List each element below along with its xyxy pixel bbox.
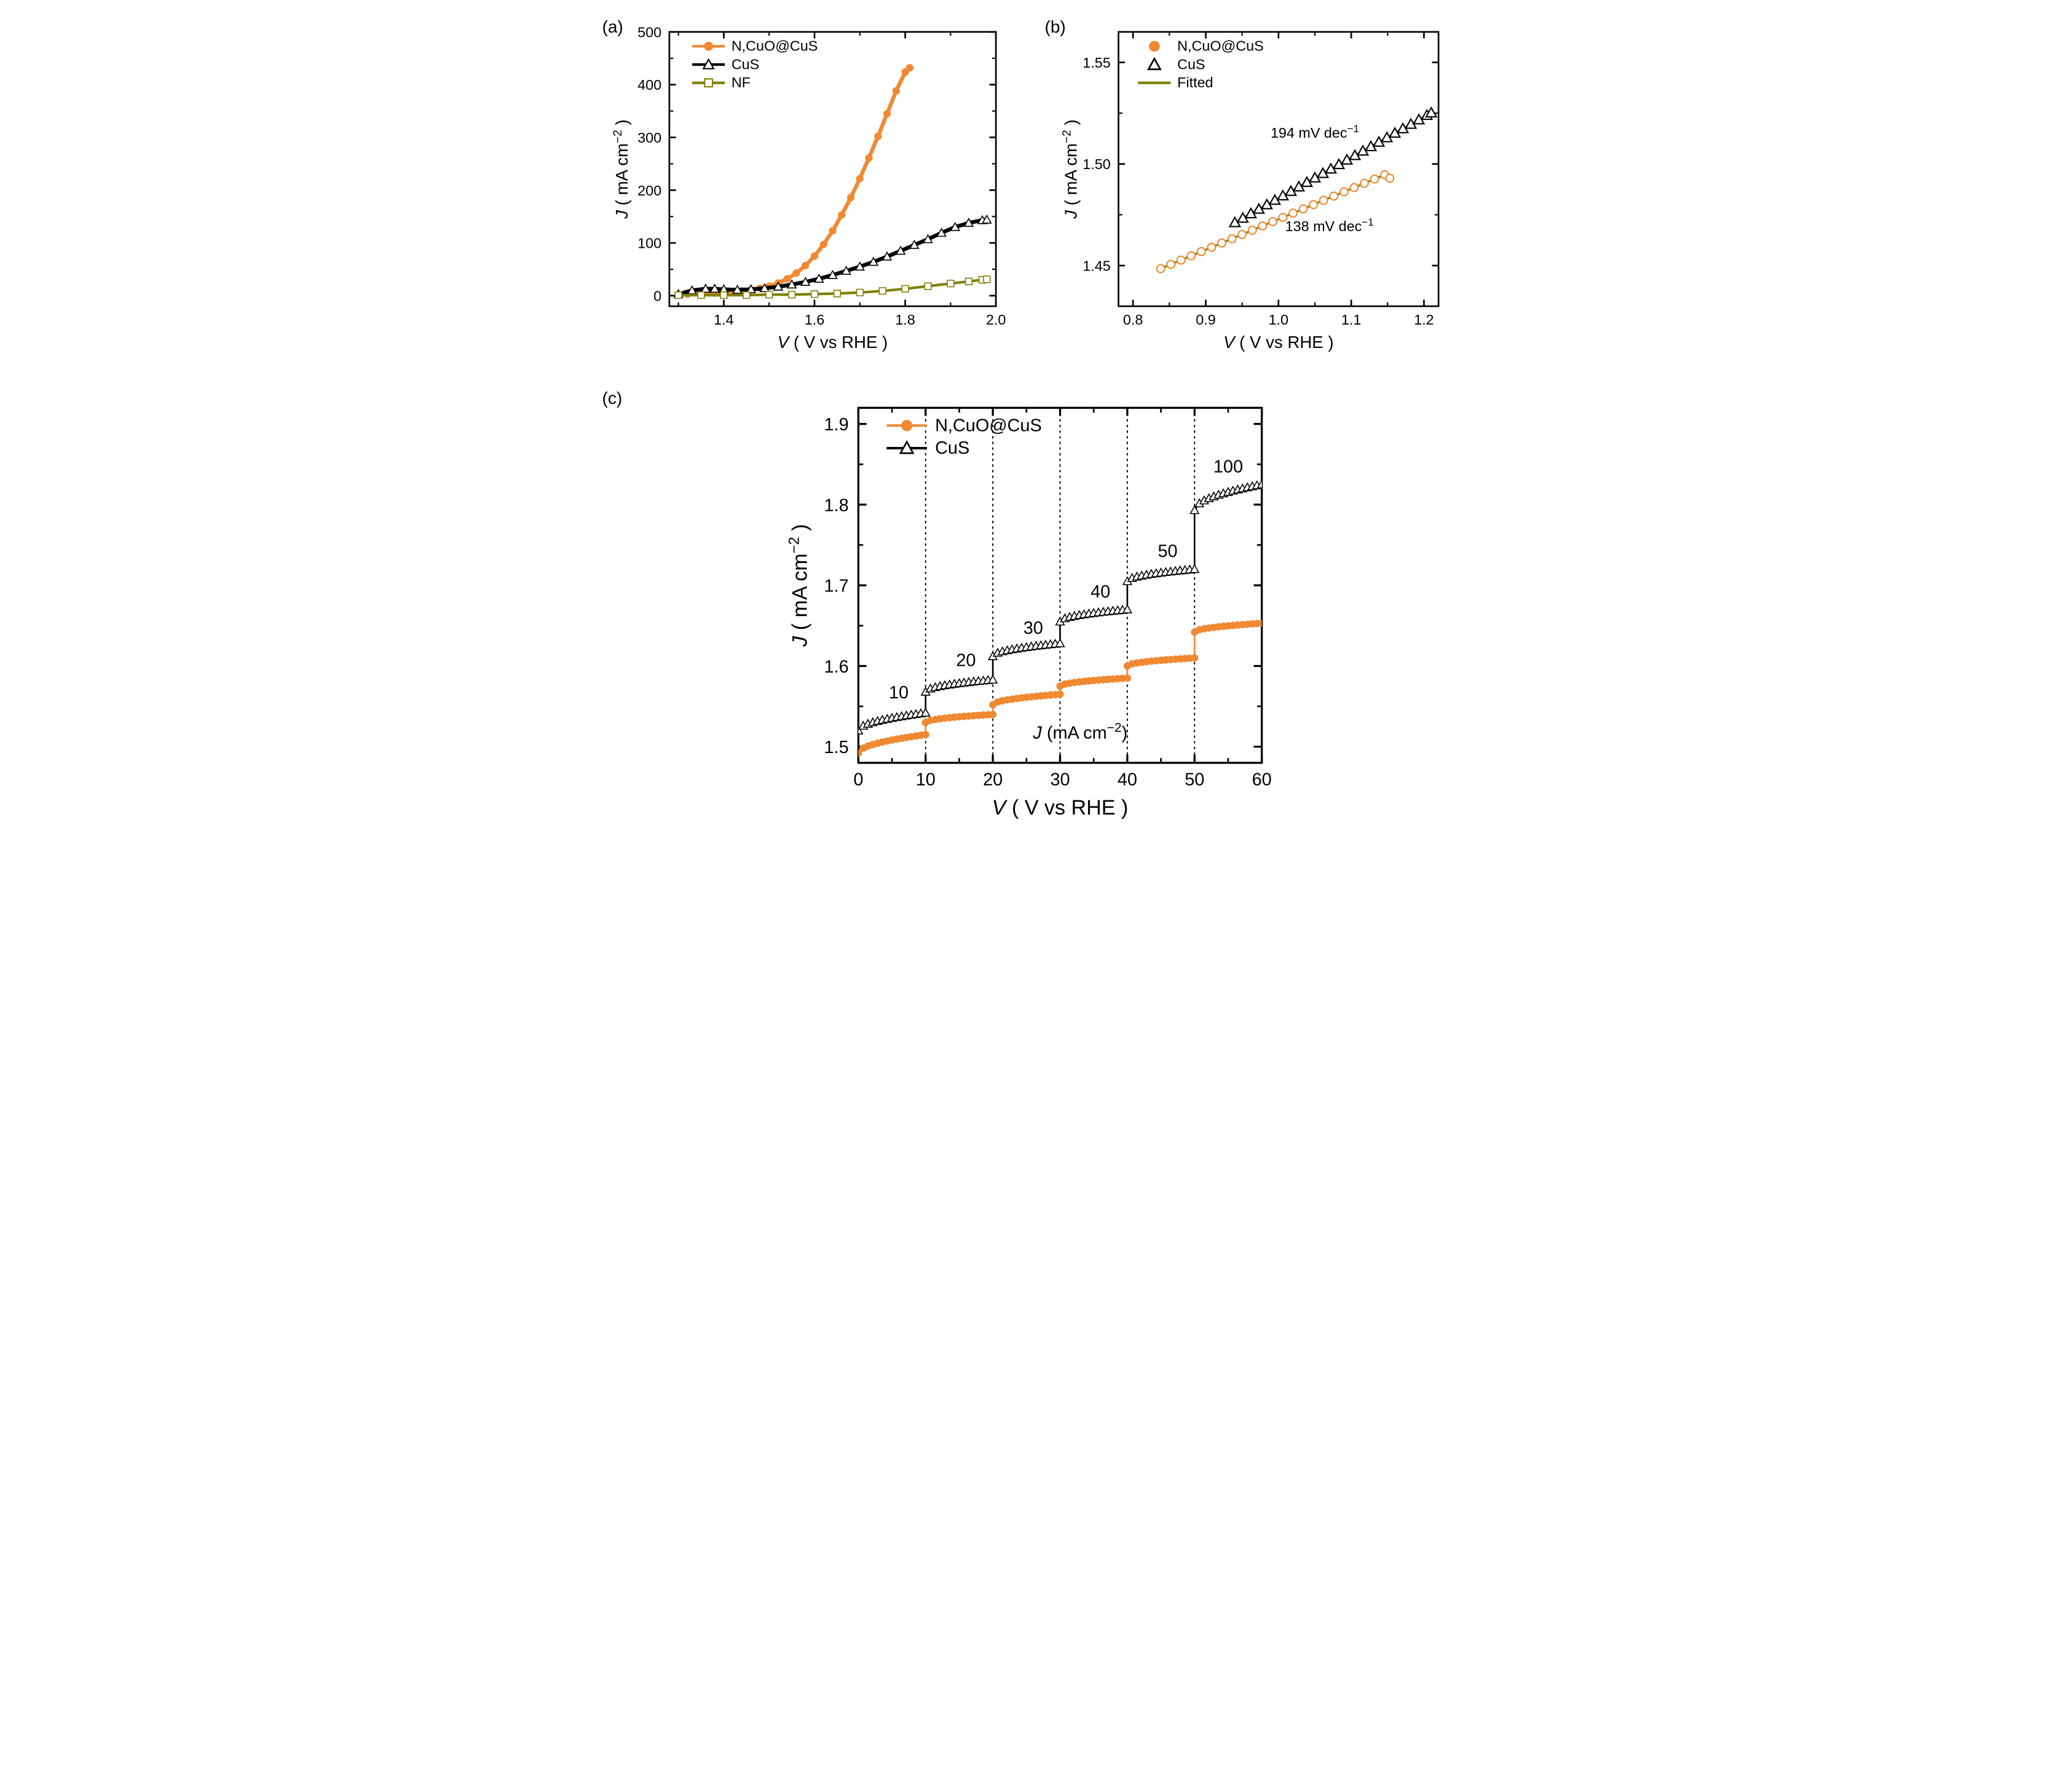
svg-text:1.2: 1.2 [1414, 312, 1434, 328]
svg-text:J (mA cm−2): J (mA cm−2) [1032, 720, 1127, 743]
svg-text:J ( mA cm−2 ): J ( mA cm−2 ) [786, 524, 811, 647]
svg-text:400: 400 [637, 77, 661, 93]
svg-text:1.45: 1.45 [1083, 258, 1110, 274]
svg-text:50: 50 [1158, 542, 1177, 561]
svg-text:500: 500 [637, 24, 661, 40]
panel-c: (c) 0 10 20 30 40 50 60 1.5 1.6 1.7 1.8 1.9 V ( V vs… [598, 384, 1458, 835]
panel-a-label: (a) [602, 17, 623, 37]
svg-text:1.5: 1.5 [824, 738, 848, 757]
svg-text:2.0: 2.0 [985, 312, 1005, 328]
svg-text:1.1: 1.1 [1341, 312, 1360, 328]
figure-grid: (a) 1.41.61.82.00100200300400500V ( V vs… [598, 12, 1458, 835]
svg-text:1.9: 1.9 [824, 415, 848, 435]
svg-text:30: 30 [1050, 770, 1070, 789]
svg-text:0.9: 0.9 [1196, 312, 1215, 328]
svg-text:0.8: 0.8 [1122, 312, 1142, 328]
svg-text:Fitted: Fitted [1177, 74, 1213, 90]
svg-text:20: 20 [956, 650, 976, 670]
svg-text:V ( V vs RHE ): V ( V vs RHE ) [992, 796, 1128, 819]
svg-text:1.7: 1.7 [824, 576, 848, 596]
svg-text:10: 10 [915, 770, 935, 789]
panel-b-label: (b) [1045, 17, 1066, 37]
svg-text:20: 20 [983, 770, 1003, 789]
chart-c: 0 10 20 30 40 50 60 1.5 1.6 1.7 1.8 1.9 V ( V vs RHE… [770, 384, 1286, 835]
svg-text:40: 40 [1117, 770, 1137, 789]
svg-text:0: 0 [853, 770, 863, 789]
svg-text:NF: NF [731, 74, 750, 90]
svg-text:N,CuO@CuS: N,CuO@CuS [731, 38, 818, 54]
svg-text:1.4: 1.4 [714, 312, 733, 328]
svg-text:1.8: 1.8 [824, 495, 848, 515]
svg-text:1.0: 1.0 [1268, 312, 1288, 328]
svg-text:40: 40 [1091, 582, 1110, 602]
svg-text:0: 0 [653, 288, 661, 304]
svg-text:50: 50 [1185, 770, 1204, 789]
svg-text:1.55: 1.55 [1083, 55, 1110, 71]
svg-text:CuS: CuS [935, 438, 969, 458]
svg-text:200: 200 [637, 183, 661, 199]
chart-a: 1.4 1.6 1.8 2.0 0 100 200 300 400 500 V ( V vs RHE… [598, 12, 1016, 365]
svg-text:1.8: 1.8 [895, 312, 915, 328]
svg-text:N,CuO@CuS: N,CuO@CuS [1177, 38, 1264, 54]
svg-text:J ( mA cm−2 ): J ( mA cm−2 ) [1060, 119, 1081, 219]
svg-text:V ( V vs RHE ): V ( V vs RHE ) [1223, 333, 1333, 352]
svg-text:N,CuO@CuS: N,CuO@CuS [935, 416, 1042, 435]
svg-text:CuS: CuS [1177, 56, 1205, 72]
svg-text:1.6: 1.6 [804, 312, 824, 328]
svg-text:60: 60 [1252, 770, 1271, 789]
svg-text:194 mV dec−1: 194 mV dec−1 [1270, 122, 1359, 141]
panel-c-label: (c) [602, 389, 623, 408]
svg-text:J ( mA cm−2 ): J ( mA cm−2 ) [611, 119, 631, 219]
svg-text:1.6: 1.6 [824, 657, 848, 677]
svg-text:1.50: 1.50 [1083, 156, 1110, 172]
svg-text:138 mV dec−1: 138 mV dec−1 [1285, 216, 1373, 234]
svg-text:100: 100 [1213, 457, 1242, 476]
svg-text:CuS: CuS [731, 56, 759, 72]
chart-b: 0.8 0.9 1.0 1.1 1.2 1.45 1.50 1.55 V ( V vs RHE … [1040, 12, 1458, 365]
panel-a: (a) 1.4 1.6 1.8 2.0 0 100 200 300 400 500 V ( V vs… [598, 12, 1016, 365]
svg-text:100: 100 [637, 235, 661, 251]
svg-text:10: 10 [888, 683, 908, 703]
svg-text:30: 30 [1023, 618, 1043, 638]
svg-text:300: 300 [637, 130, 661, 146]
svg-text:V ( V vs RHE ): V ( V vs RHE ) [777, 333, 887, 352]
panel-b: (b) 0.8 0.9 1.0 1.1 1.2 1.45 1.50 1.55 V ( V vs … [1040, 12, 1458, 365]
